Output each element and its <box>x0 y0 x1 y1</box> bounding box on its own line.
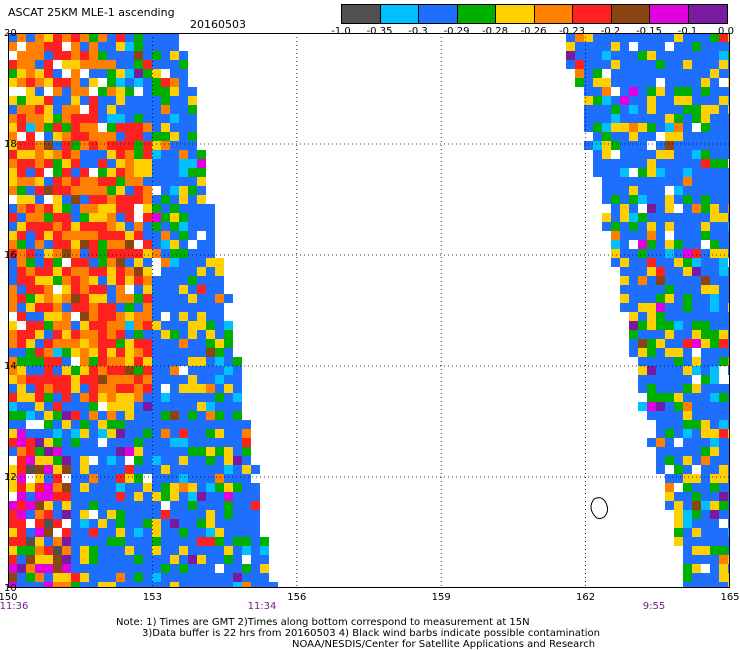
latitude-label: 20 <box>4 28 17 39</box>
data-swaths <box>8 33 730 588</box>
longitude-label: 153 <box>142 592 162 603</box>
colorbar-segment <box>419 5 458 23</box>
latitude-label: 12 <box>4 472 17 483</box>
longitude-label: 165 <box>720 592 740 603</box>
latitude-label: 18 <box>4 139 17 150</box>
longitude-label: 150 <box>0 592 18 603</box>
map-plot <box>8 33 730 588</box>
colorbar-label: -0.15 <box>636 26 662 37</box>
longitude-label: 162 <box>576 592 596 603</box>
colorbar-label: -0.1 <box>677 26 698 37</box>
latitude-label: 14 <box>4 361 17 372</box>
time-label: 9:55 <box>642 601 666 612</box>
colorbar-segment <box>534 5 573 23</box>
colorbar-segment <box>496 5 535 23</box>
colorbar-segment <box>611 5 650 23</box>
colorbar-segment <box>342 5 381 23</box>
longitude-label: 156 <box>287 592 307 603</box>
map-date: 20160503 <box>190 18 246 31</box>
note-line-2: 3)Data buffer is 22 hrs from 20160503 4)… <box>142 628 600 639</box>
colorbar-label: 0.0 <box>718 26 734 37</box>
colorbar-segment <box>457 5 496 23</box>
colorbar-label: -0.29 <box>443 26 470 37</box>
time-label: 11:36 <box>0 601 29 612</box>
colorbar-label: -0.26 <box>520 26 547 37</box>
colorbar-label: -0.28 <box>482 26 508 37</box>
latitude-label: 16 <box>4 250 17 261</box>
colorbar-segment <box>380 5 419 23</box>
time-label: 11:34 <box>247 601 277 612</box>
note-line-1: Note: 1) Times are GMT 2)Times along bot… <box>116 617 530 628</box>
map-gridlines <box>8 33 730 588</box>
map-title: ASCAT 25KM MLE-1 ascending <box>8 6 175 19</box>
island-outline <box>590 497 609 520</box>
plot-border <box>8 33 730 588</box>
colorbar-segment <box>688 5 727 23</box>
longitude-label: 159 <box>431 592 451 603</box>
colorbar-label: -0.3 <box>408 26 428 37</box>
colorbar-label: -0.2 <box>600 26 621 37</box>
colorbar <box>341 4 728 24</box>
colorbar-label: -0.35 <box>366 26 393 37</box>
latitude-label: 10 <box>4 583 17 594</box>
colorbar-segment <box>650 5 689 23</box>
colorbar-label: -0.23 <box>559 26 585 37</box>
colorbar-label: -1.0 <box>331 26 351 37</box>
note-line-3: NOAA/NESDIS/Center for Satellite Applica… <box>292 639 596 650</box>
colorbar-segment <box>573 5 612 23</box>
